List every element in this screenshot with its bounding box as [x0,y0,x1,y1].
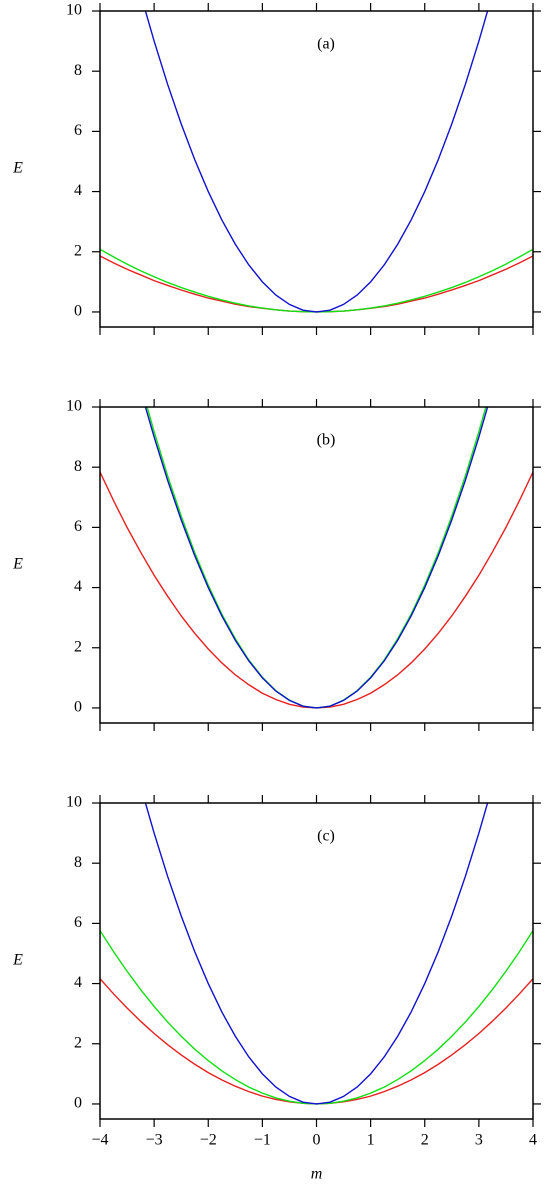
x-tick-label: 4 [529,1132,537,1149]
y-tick-label: 0 [74,699,82,716]
panel-annotation: (c) [317,828,335,845]
y-tick-label: 0 [74,1095,82,1112]
y-tick-label: 8 [74,458,82,475]
x-tick-label: −4 [91,1132,108,1149]
curve [100,255,533,313]
y-tick-label: 4 [74,974,82,991]
panel-annotation: (b) [317,432,336,449]
curve [100,978,533,1105]
y-axis-label: E [12,556,23,573]
curve [144,11,489,313]
x-tick-label: 3 [475,1132,483,1149]
y-tick-label: 8 [74,62,82,79]
curve [100,248,533,313]
panel: 0 2 4 6 8 10 E (a) [12,2,541,335]
y-tick-label: 6 [74,914,82,931]
y-tick-label: 2 [74,638,82,655]
curve [146,407,487,709]
curve [100,471,533,709]
x-tick-label: −2 [200,1132,217,1149]
curve [100,930,533,1105]
y-tick-label: 0 [74,303,82,320]
y-tick-label: 4 [74,578,82,595]
x-tick-label: −1 [254,1132,271,1149]
y-tick-label: 10 [66,398,82,415]
y-tick-label: 4 [74,182,82,199]
x-axis-label: m [311,1166,323,1183]
curve [144,407,489,709]
y-axis-label: E [12,952,23,969]
y-tick-label: 6 [74,518,82,535]
x-tick-label: −3 [146,1132,163,1149]
plot-frame [99,802,534,1120]
x-tick-label: 1 [367,1132,375,1149]
plot-frame [99,10,534,328]
plot-frame [99,406,534,724]
panel: 0 2 4 6 8 10 −4 −3 −2 −1 0 1 2 3 4 E (c) m [12,794,541,1183]
y-tick-label: 8 [74,854,82,871]
y-tick-label: 2 [74,1034,82,1051]
y-tick-label: 2 [74,242,82,259]
x-tick-label: 2 [421,1132,429,1149]
y-tick-label: 6 [74,122,82,139]
y-tick-label: 10 [66,794,82,811]
curve [144,803,489,1105]
y-axis-label: E [12,160,23,177]
panel-annotation: (a) [317,36,335,53]
y-tick-label: 10 [66,2,82,19]
x-tick-label: 0 [313,1132,321,1149]
panel: 0 2 4 6 8 10 E (b) [12,398,541,731]
